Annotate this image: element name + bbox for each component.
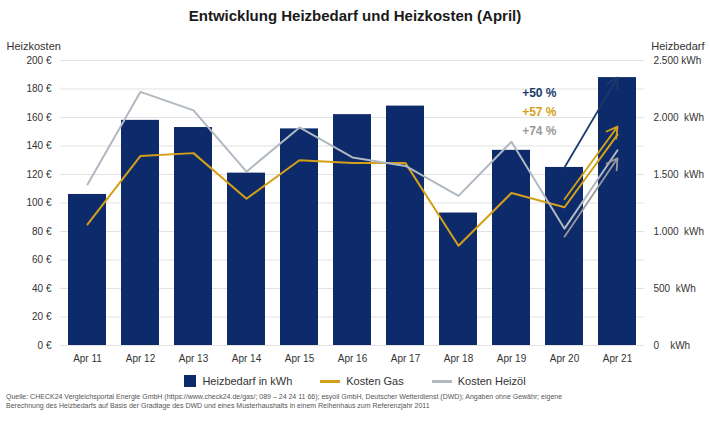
svg-text:+74 %: +74 % — [522, 124, 557, 138]
svg-text:2.000 kWh: 2.000 kWh — [654, 112, 705, 123]
svg-text:Apr 17: Apr 17 — [391, 353, 421, 364]
svg-text:100 €: 100 € — [26, 197, 51, 208]
svg-text:Apr 20: Apr 20 — [550, 353, 580, 364]
svg-text:+57 %: +57 % — [522, 105, 557, 119]
svg-text:+50 %: +50 % — [522, 86, 557, 100]
svg-text:1.500 kWh: 1.500 kWh — [654, 169, 705, 180]
svg-text:60 €: 60 € — [32, 254, 52, 265]
svg-text:0 €: 0 € — [38, 340, 52, 351]
html-text:Kosten Heizöl: Kosten Heizöl — [457, 375, 526, 387]
svg-text:Apr 13: Apr 13 — [179, 353, 209, 364]
svg-text:Apr 11: Apr 11 — [73, 353, 102, 364]
svg-text:160 €: 160 € — [26, 112, 51, 123]
svg-text:120 €: 120 € — [26, 169, 51, 180]
html-text:Kosten Gas: Kosten Gas — [346, 375, 404, 387]
svg-text:180 €: 180 € — [26, 83, 51, 94]
svg-text:Heizkosten: Heizkosten — [7, 40, 61, 52]
svg-text:Apr 15: Apr 15 — [285, 353, 315, 364]
html-text:Entwicklung Heizbedarf und Hei: Entwicklung Heizbedarf und Heizkosten (A… — [188, 7, 522, 24]
svg-text:Apr 19: Apr 19 — [497, 353, 527, 364]
svg-text:40 €: 40 € — [32, 283, 52, 294]
svg-text:200 €: 200 € — [26, 55, 51, 66]
svg-text:Apr 16: Apr 16 — [338, 353, 368, 364]
html-text:Heizbedarf in kWh: Heizbedarf in kWh — [202, 375, 293, 387]
svg-text:Apr 12: Apr 12 — [126, 353, 156, 364]
svg-text:Apr 21: Apr 21 — [603, 353, 633, 364]
svg-text:2.500 kWh: 2.500 kWh — [654, 55, 702, 66]
svg-text:Apr 14: Apr 14 — [232, 353, 262, 364]
svg-text:500 kWh: 500 kWh — [654, 283, 696, 294]
html-text:Quelle: CHECK24 Vergleichsport: Quelle: CHECK24 Vergleichsportal Energie… — [6, 393, 563, 409]
svg-text:Heizbedarf: Heizbedarf — [651, 40, 705, 52]
svg-text:20 €: 20 € — [32, 311, 52, 322]
svg-text:Apr 18: Apr 18 — [444, 353, 474, 364]
svg-text:80 €: 80 € — [32, 226, 52, 237]
svg-text:140 €: 140 € — [26, 140, 51, 151]
svg-text:1.000 kWh: 1.000 kWh — [654, 226, 705, 237]
svg-text:0 kWh: 0 kWh — [654, 340, 691, 351]
